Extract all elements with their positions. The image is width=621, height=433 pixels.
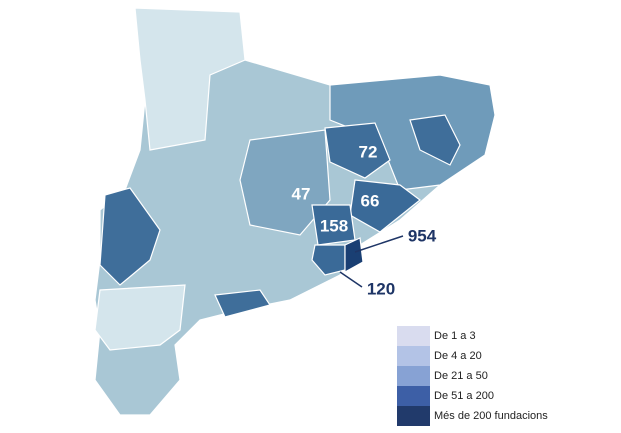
legend-swatch xyxy=(397,366,430,386)
map-label: 120 xyxy=(367,279,395,298)
legend-swatch xyxy=(397,406,430,426)
legend-label: De 51 a 200 xyxy=(434,390,494,402)
leader-line xyxy=(354,235,404,253)
legend: De 1 a 3 De 4 a 20 De 21 a 50 De 51 a 200 Mé… xyxy=(397,326,548,426)
regions xyxy=(94,7,496,416)
region-dark xyxy=(214,289,271,318)
legend-label: De 4 a 20 xyxy=(434,350,482,362)
map-label: 47 xyxy=(292,184,311,203)
region-darkest xyxy=(344,237,364,274)
region-light xyxy=(94,284,186,351)
legend-label: De 21 a 50 xyxy=(434,370,488,382)
region-dark xyxy=(409,114,461,166)
legend-swatch xyxy=(397,326,430,346)
map-label: 158 xyxy=(320,216,348,235)
map-label: 954 xyxy=(408,226,437,245)
region-dark xyxy=(99,187,161,286)
leader-line xyxy=(339,271,363,288)
legend-label: Més de 200 fundacions xyxy=(434,410,548,422)
region-dark xyxy=(311,244,346,276)
map-label: 72 xyxy=(359,142,378,161)
legend-swatch xyxy=(397,386,430,406)
legend-swatch xyxy=(397,346,430,366)
legend-label: De 1 a 3 xyxy=(434,330,476,342)
map-label: 66 xyxy=(361,191,380,210)
region-light xyxy=(134,7,246,151)
region-dark xyxy=(324,122,391,179)
